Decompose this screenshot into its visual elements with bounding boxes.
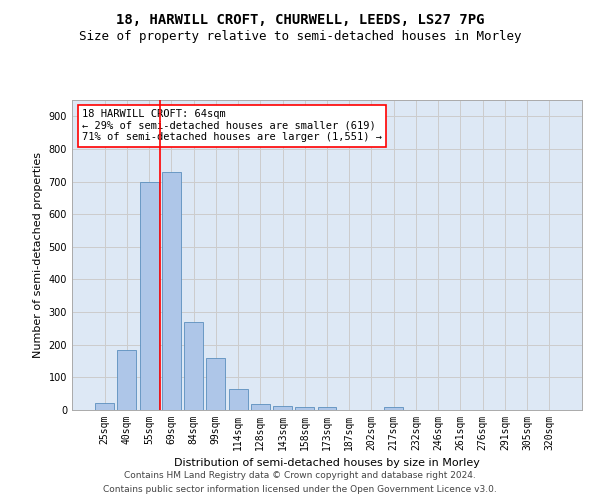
Text: 18, HARWILL CROFT, CHURWELL, LEEDS, LS27 7PG: 18, HARWILL CROFT, CHURWELL, LEEDS, LS27…	[116, 12, 484, 26]
Bar	[206, 358, 225, 410]
Text: Contains public sector information licensed under the Open Government Licence v3: Contains public sector information licen…	[103, 484, 497, 494]
Bar	[384, 408, 403, 410]
Bar	[273, 406, 292, 410]
Bar	[295, 406, 314, 410]
Y-axis label: Number of semi-detached properties: Number of semi-detached properties	[33, 152, 43, 358]
Bar	[95, 404, 114, 410]
Bar	[317, 406, 337, 410]
Bar	[118, 350, 136, 410]
Text: 18 HARWILL CROFT: 64sqm
← 29% of semi-detached houses are smaller (619)
71% of s: 18 HARWILL CROFT: 64sqm ← 29% of semi-de…	[82, 110, 382, 142]
Bar	[162, 172, 181, 410]
Bar	[251, 404, 270, 410]
Bar	[184, 322, 203, 410]
Text: Size of property relative to semi-detached houses in Morley: Size of property relative to semi-detach…	[79, 30, 521, 43]
X-axis label: Distribution of semi-detached houses by size in Morley: Distribution of semi-detached houses by …	[174, 458, 480, 468]
Text: Contains HM Land Registry data © Crown copyright and database right 2024.: Contains HM Land Registry data © Crown c…	[124, 472, 476, 480]
Bar	[229, 389, 248, 410]
Bar	[140, 182, 158, 410]
